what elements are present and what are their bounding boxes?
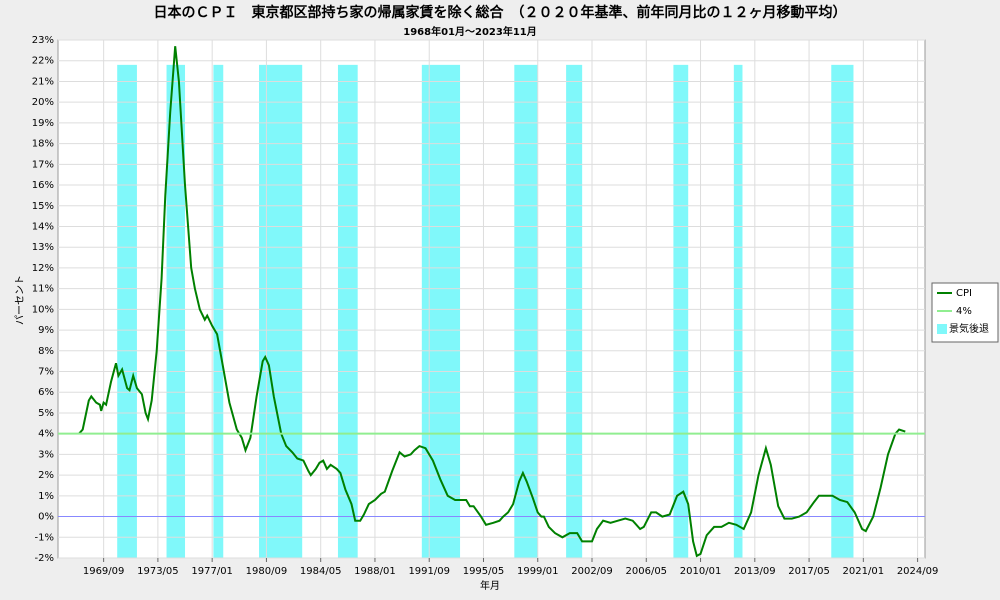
recession-band bbox=[213, 64, 224, 558]
x-tick-label: 1995/05 bbox=[463, 566, 505, 577]
x-tick-label: 1988/01 bbox=[354, 566, 396, 577]
y-tick-label: 11% bbox=[32, 284, 54, 295]
recession-band bbox=[337, 64, 358, 558]
y-tick-label: 15% bbox=[32, 201, 54, 212]
x-tick-label: 2013/09 bbox=[734, 566, 776, 577]
x-axis-label: 年月 bbox=[480, 579, 500, 592]
recession-band bbox=[566, 64, 583, 558]
y-tick-label: 20% bbox=[32, 97, 54, 108]
y-tick-label: -1% bbox=[35, 532, 54, 543]
legend-swatch bbox=[937, 324, 947, 334]
y-tick-label: 10% bbox=[32, 304, 54, 315]
x-tick-label: 1984/05 bbox=[300, 566, 342, 577]
x-tick-label: 1977/01 bbox=[191, 566, 233, 577]
plot-area bbox=[57, 39, 926, 559]
y-tick-label: 9% bbox=[38, 325, 54, 336]
chart-subtitle: 1968年01月～2023年11月 bbox=[403, 25, 537, 38]
y-axis-label: パーセント bbox=[14, 275, 26, 325]
x-tick-label: 2021/01 bbox=[843, 566, 885, 577]
y-tick-label: 12% bbox=[32, 263, 54, 274]
x-tick-label: 2024/09 bbox=[897, 566, 939, 577]
cpi-line bbox=[78, 46, 906, 558]
x-tick-label: 1991/09 bbox=[408, 566, 450, 577]
y-tick-label: 3% bbox=[38, 449, 54, 460]
recession-band bbox=[673, 64, 689, 558]
legend-label: CPI bbox=[956, 288, 972, 299]
chart-title: 日本のＣＰＩ 東京都区部持ち家の帰属家賃を除く総合 （２０２０年基準、前年同月比… bbox=[154, 4, 847, 21]
y-tick-label: 4% bbox=[38, 429, 54, 440]
y-tick-label: 22% bbox=[32, 56, 54, 67]
y-tick-label: 23% bbox=[32, 35, 54, 46]
x-tick-label: 1969/09 bbox=[83, 566, 125, 577]
recession-band bbox=[166, 64, 186, 558]
y-tick-label: 6% bbox=[38, 387, 54, 398]
x-tick-label: 2006/05 bbox=[626, 566, 668, 577]
recession-band bbox=[421, 64, 461, 558]
y-tick-label: 21% bbox=[32, 76, 54, 87]
legend-label: 景気後退 bbox=[949, 322, 989, 335]
recession-band bbox=[831, 64, 854, 558]
y-tick-label: 19% bbox=[32, 118, 54, 129]
y-tick-label: 7% bbox=[38, 367, 54, 378]
y-tick-label: 17% bbox=[32, 159, 54, 170]
recession-band bbox=[514, 64, 538, 558]
x-tick-label: 2002/09 bbox=[571, 566, 613, 577]
y-tick-label: 13% bbox=[32, 242, 54, 253]
x-tick-label: 1973/05 bbox=[137, 566, 179, 577]
y-tick-label: 16% bbox=[32, 180, 54, 191]
x-tick-label: 2010/01 bbox=[680, 566, 722, 577]
x-tick-label: 1980/09 bbox=[246, 566, 288, 577]
y-tick-label: 8% bbox=[38, 346, 54, 357]
recession-band bbox=[259, 64, 303, 558]
y-tick-label: 1% bbox=[38, 491, 54, 502]
y-tick-label: 0% bbox=[38, 512, 54, 523]
y-tick-label: -2% bbox=[35, 553, 54, 564]
x-tick-label: 2017/05 bbox=[788, 566, 830, 577]
y-tick-label: 2% bbox=[38, 470, 54, 481]
y-tick-label: 14% bbox=[32, 221, 54, 232]
recession-band bbox=[733, 64, 743, 558]
legend-label: 4% bbox=[956, 306, 972, 317]
recession-band bbox=[117, 64, 137, 558]
y-tick-label: 5% bbox=[38, 408, 54, 419]
x-tick-label: 1999/01 bbox=[517, 566, 559, 577]
y-tick-label: 18% bbox=[32, 139, 54, 150]
